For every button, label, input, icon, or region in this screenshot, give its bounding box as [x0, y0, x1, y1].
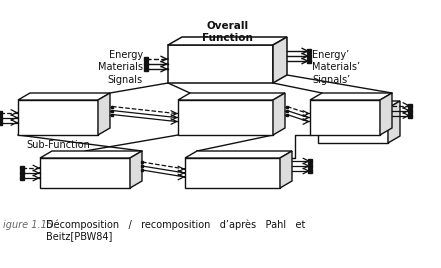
- Polygon shape: [168, 45, 273, 83]
- Text: Energy
Materials
Signals: Energy Materials Signals: [98, 50, 143, 85]
- Polygon shape: [98, 93, 110, 135]
- Polygon shape: [310, 93, 392, 100]
- Polygon shape: [380, 93, 392, 135]
- Polygon shape: [318, 108, 388, 143]
- Polygon shape: [185, 158, 280, 188]
- Polygon shape: [273, 93, 285, 135]
- Polygon shape: [130, 151, 142, 188]
- Polygon shape: [18, 93, 110, 100]
- Polygon shape: [40, 151, 142, 158]
- Polygon shape: [318, 101, 400, 108]
- Text: Beitz[PBW84]: Beitz[PBW84]: [46, 231, 112, 241]
- Text: Sub-Function: Sub-Function: [26, 140, 90, 150]
- Text: Décomposition   /   recomposition   d’après   Pahl   et: Décomposition / recomposition d’après Pa…: [46, 220, 305, 230]
- Polygon shape: [18, 100, 98, 135]
- Polygon shape: [273, 37, 287, 83]
- Polygon shape: [310, 100, 380, 135]
- Text: Energy’
Materials’
Signals’: Energy’ Materials’ Signals’: [312, 50, 360, 85]
- Text: igure 1.15:: igure 1.15:: [3, 220, 56, 230]
- Polygon shape: [40, 158, 130, 188]
- Text: Overall
Function: Overall Function: [202, 21, 253, 43]
- Polygon shape: [185, 151, 292, 158]
- Polygon shape: [280, 151, 292, 188]
- Polygon shape: [178, 93, 285, 100]
- Polygon shape: [388, 101, 400, 143]
- Polygon shape: [168, 37, 287, 45]
- Polygon shape: [178, 100, 273, 135]
